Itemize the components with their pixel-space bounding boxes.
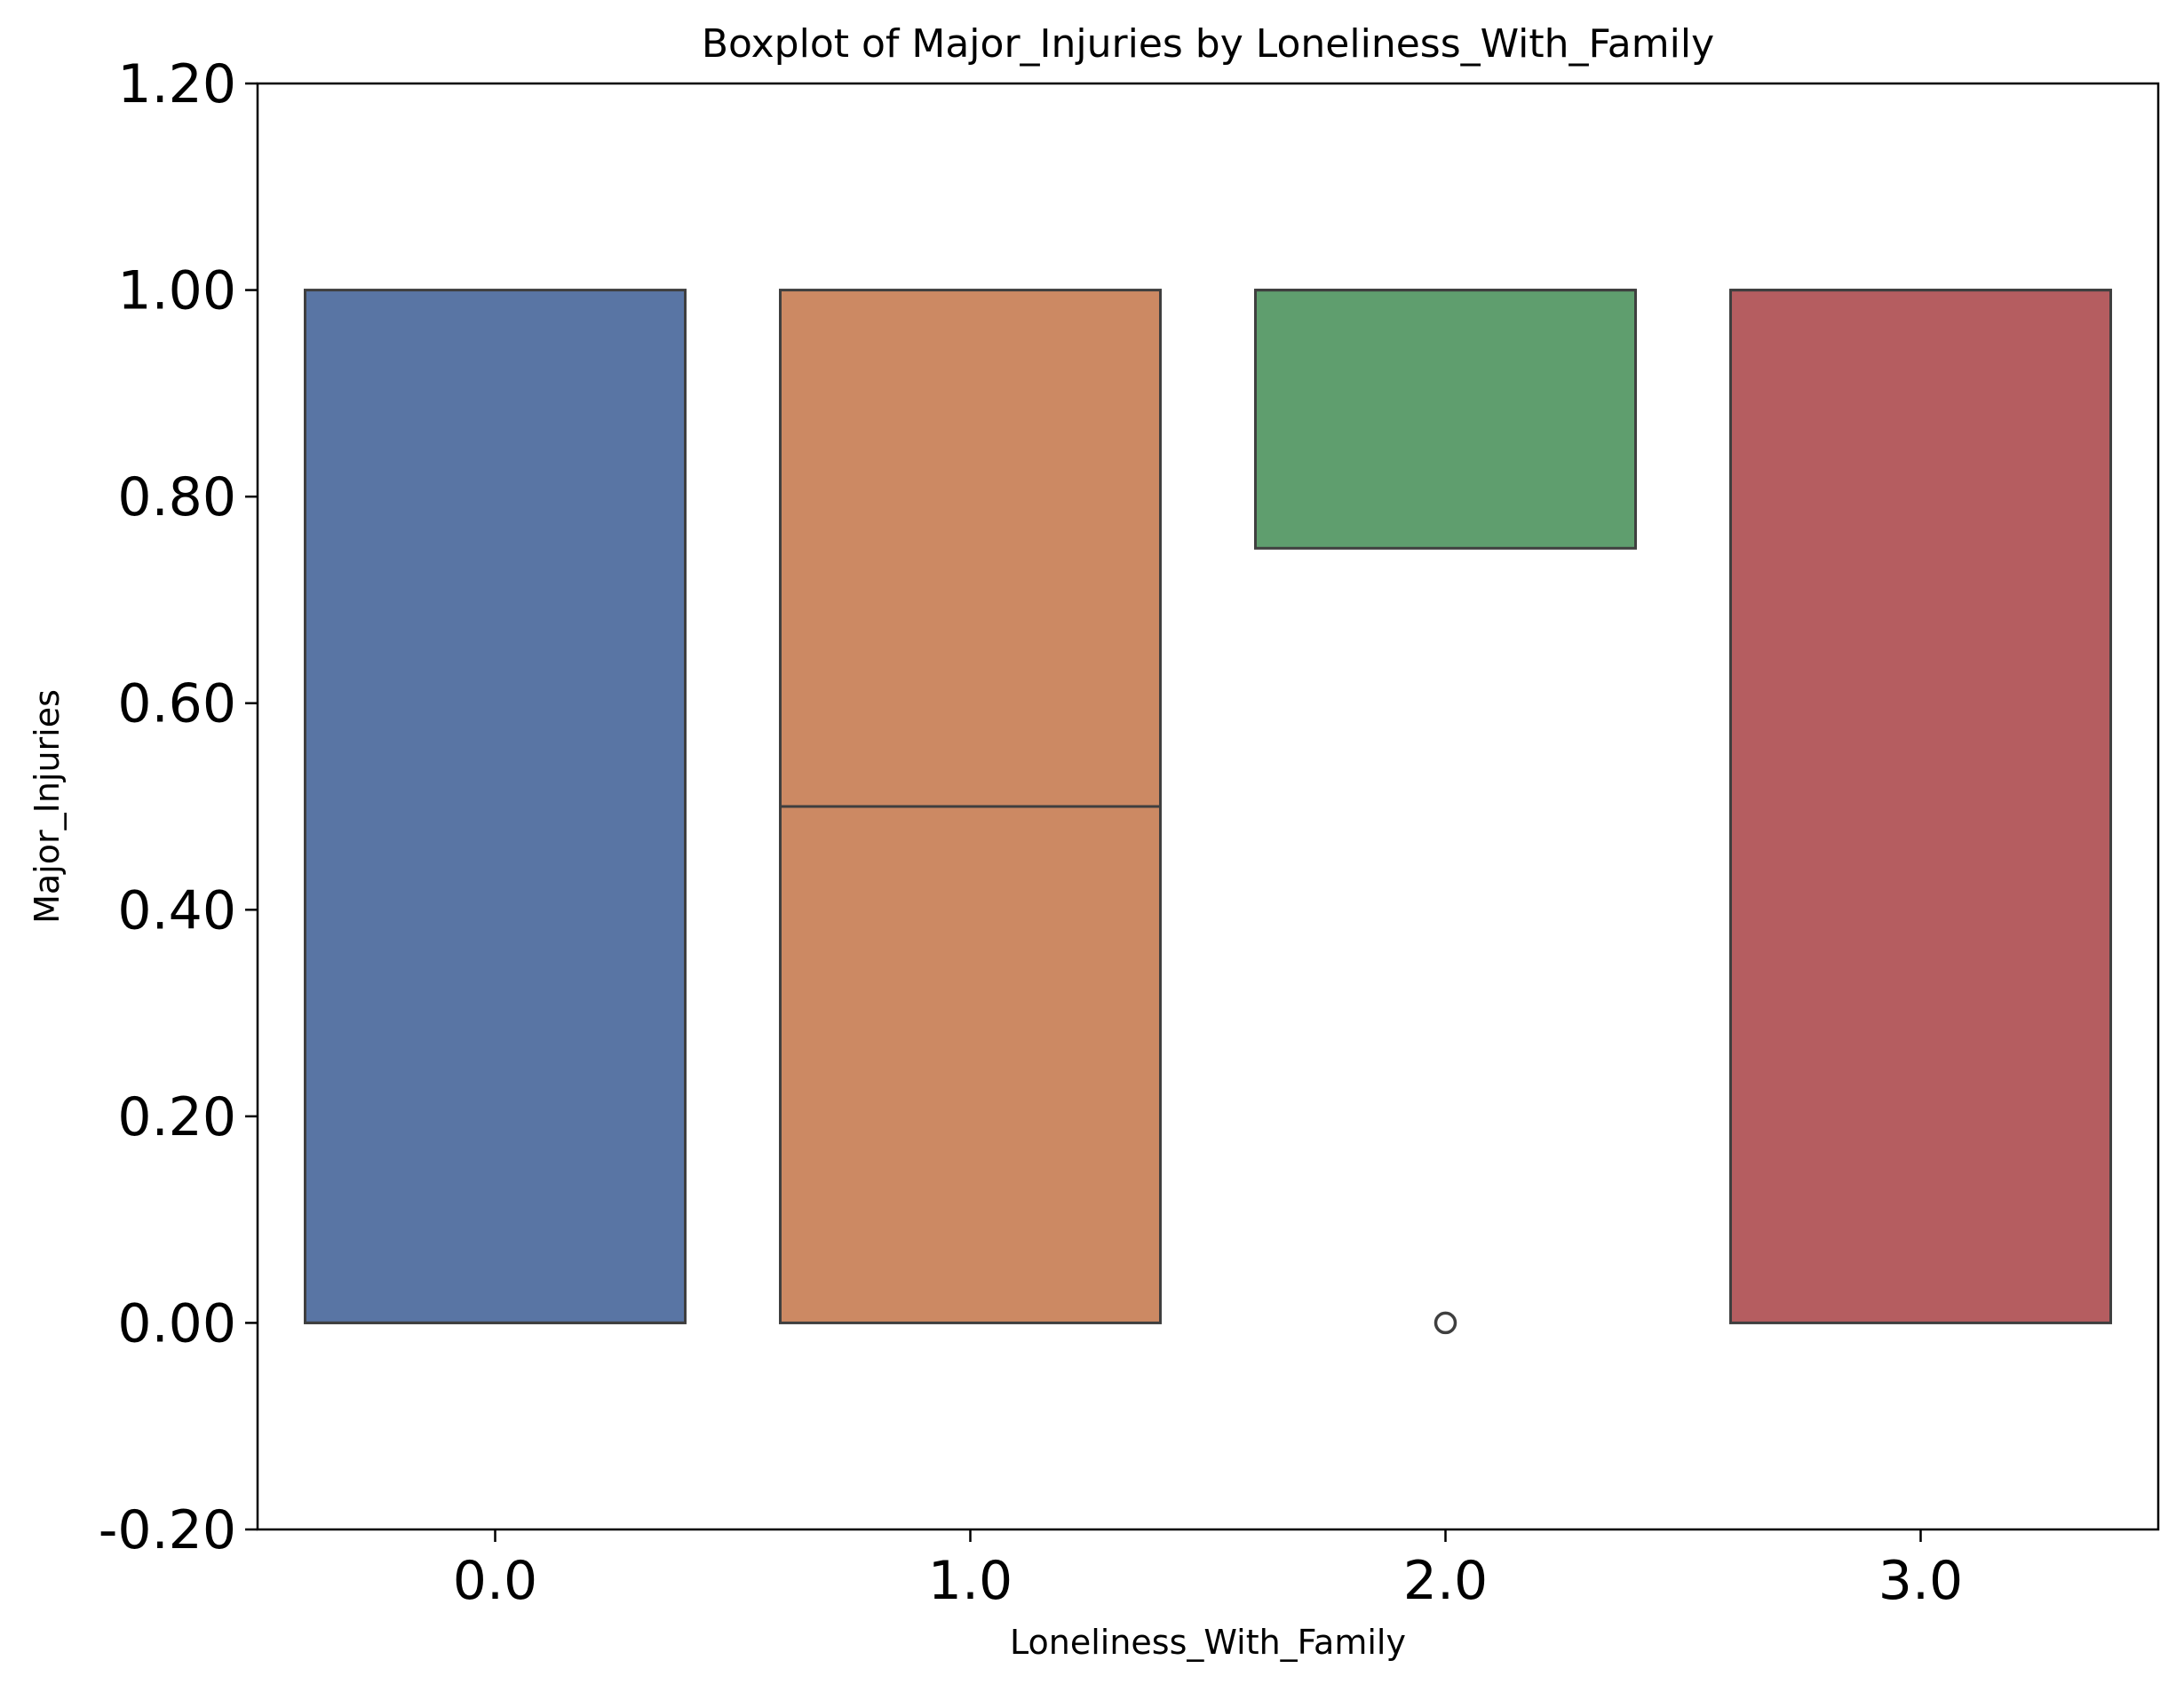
x-tick-label: 1.0 xyxy=(928,1550,1013,1612)
y-tick-label: 0.60 xyxy=(117,673,236,735)
box-group-1-0 xyxy=(779,289,1162,1324)
x-tick-label: 2.0 xyxy=(1403,1550,1488,1612)
box xyxy=(1729,289,2112,1324)
y-tick-label: 1.00 xyxy=(117,260,236,322)
y-axis: -0.20 0.00 0.20 0.40 0.60 0.80 1.00 1.20 xyxy=(99,53,258,1561)
box xyxy=(1254,289,1637,550)
y-axis-label: Major_Injuries xyxy=(28,689,67,924)
plot-frame xyxy=(256,82,2160,1531)
box-group-2-0 xyxy=(1254,289,1637,1335)
y-tick-label: 0.00 xyxy=(117,1292,236,1354)
x-axis: 0.0 1.0 2.0 3.0 xyxy=(453,1529,1963,1612)
box-group-0-0 xyxy=(304,289,687,1324)
chart-title: Boxplot of Major_Injuries by Loneliness_… xyxy=(702,21,1714,67)
x-tick-label: 3.0 xyxy=(1878,1550,1963,1612)
y-tick-label: 0.20 xyxy=(117,1086,236,1148)
y-tick-label: 0.80 xyxy=(117,466,236,528)
x-tick-label: 0.0 xyxy=(453,1550,537,1612)
box-group-3-0 xyxy=(1729,289,2112,1324)
box xyxy=(304,289,687,1324)
y-tick-label: -0.20 xyxy=(99,1499,236,1561)
y-tick-label: 0.40 xyxy=(117,879,236,941)
plot-marks xyxy=(304,289,2112,1335)
outlier-point xyxy=(1433,1311,1457,1335)
x-axis-label: Loneliness_With_Family xyxy=(1010,1623,1406,1662)
y-tick-label: 1.20 xyxy=(117,53,236,115)
